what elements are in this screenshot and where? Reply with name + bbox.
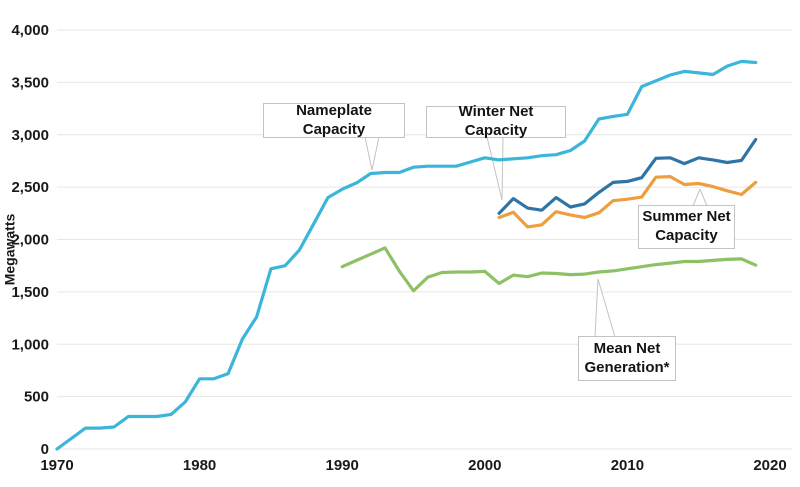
y-tick-label-4,000: 4,000: [11, 22, 49, 39]
callout-pointer-edge: [371, 136, 380, 171]
callout-nameplate-capacity: Nameplate Capacity: [263, 102, 405, 138]
series-mean-net-generation: [340, 246, 758, 293]
callout-pointer-fill-2: [693, 189, 707, 206]
x-tick-label-1970: 1970: [40, 457, 73, 474]
y-tick-label-2,000: 2,000: [11, 232, 49, 249]
series-summer-net-capacity: [497, 175, 758, 229]
callout-pointer-fill-0: [365, 137, 379, 170]
callout-pointer-edge: [364, 136, 373, 171]
y-tick-label-500: 500: [24, 389, 49, 406]
x-tick-label-2000: 2000: [468, 457, 501, 474]
callout-summer-net-capacity: Summer Net Capacity: [638, 205, 735, 249]
y-tick-label-0: 0: [41, 441, 49, 458]
y-axis-title: Megawatts: [1, 213, 18, 286]
callout-pointer-edge: [501, 136, 504, 201]
x-tick-label-2010: 2010: [611, 457, 644, 474]
callout-pointer-edge: [597, 278, 616, 338]
y-tick-label-3,500: 3,500: [11, 74, 49, 91]
series-nameplate-capacity: [55, 59, 758, 451]
y-tick-label-1,500: 1,500: [11, 284, 49, 301]
callout-pointer-edge: [594, 278, 599, 338]
x-tick-label-1980: 1980: [183, 457, 216, 474]
x-tick-label-2020: 2020: [753, 457, 786, 474]
y-tick-label-2,500: 2,500: [11, 179, 49, 196]
y-tick-label-3,000: 3,000: [11, 127, 49, 144]
callout-pointer-edge: [699, 188, 708, 207]
callout-pointer-edge: [692, 188, 701, 207]
x-tick-label-1990: 1990: [326, 457, 359, 474]
callout-mean-net-generation: Mean Net Generation*: [578, 336, 676, 381]
y-tick-label-1,000: 1,000: [11, 336, 49, 353]
series-winter-net-capacity: [497, 137, 758, 215]
callout-winter-net-capacity: Winter Net Capacity: [426, 103, 566, 139]
callout-pointer-fill-3: [595, 279, 615, 337]
callout-pointer-edge: [486, 136, 503, 201]
